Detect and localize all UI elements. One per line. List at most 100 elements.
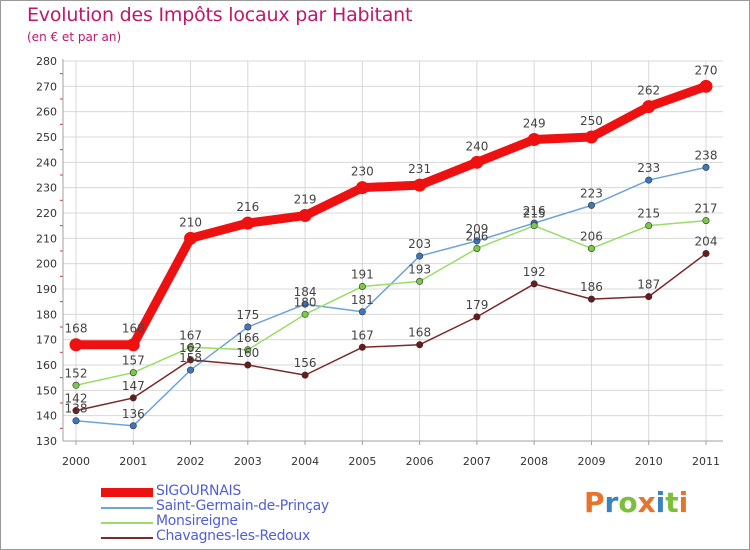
- data-point: [645, 176, 653, 184]
- logo-letter: i: [655, 486, 666, 519]
- data-point: [584, 130, 598, 144]
- y-tick-label: 180: [36, 308, 57, 321]
- legend-label: SIGOURNAIS: [156, 483, 241, 499]
- data-label: 270: [695, 63, 718, 77]
- data-label: 223: [580, 186, 603, 200]
- data-label: 142: [65, 392, 88, 406]
- data-label: 217: [695, 202, 718, 216]
- x-tick-label: 2007: [463, 455, 491, 468]
- data-point: [244, 361, 252, 369]
- logo-letter: t: [665, 486, 679, 519]
- y-tick-label: 270: [36, 80, 57, 93]
- proxiti-logo: Proxiti: [584, 486, 688, 519]
- data-label: 162: [179, 341, 202, 355]
- data-label: 231: [408, 162, 431, 176]
- data-label: 168: [65, 322, 88, 336]
- data-point: [642, 100, 656, 114]
- legend-swatch: [101, 537, 153, 539]
- data-label: 160: [236, 346, 259, 360]
- y-tick-label: 230: [36, 182, 57, 195]
- data-label: 167: [179, 328, 202, 342]
- series-layer: [69, 79, 713, 430]
- y-tick-label: 160: [36, 359, 57, 372]
- legend-label: Chavagnes-les-Redoux: [156, 528, 310, 544]
- data-label: 240: [465, 139, 488, 153]
- data-point: [587, 244, 595, 252]
- data-point: [587, 295, 595, 303]
- data-point: [301, 300, 309, 308]
- data-point: [72, 417, 80, 425]
- data-label: 152: [65, 366, 88, 380]
- data-label: 206: [580, 229, 603, 243]
- x-tick-label: 2002: [177, 455, 205, 468]
- data-label: 138: [65, 402, 88, 416]
- data-label-layer: 138 136 158 175 184 181 203 209 216 223 233 238 152 1…: [65, 63, 718, 420]
- data-point: [416, 277, 424, 285]
- series-sigournais: [69, 79, 713, 352]
- x-tick-label: 2000: [62, 455, 90, 468]
- series-line: [75, 166, 707, 427]
- data-label: 187: [637, 278, 660, 292]
- data-point: [187, 366, 195, 374]
- data-label: 215: [523, 207, 546, 221]
- x-tick-label: 2004: [291, 455, 319, 468]
- data-point: [416, 252, 424, 260]
- y-tick-label: 190: [36, 283, 57, 296]
- data-label: 168: [408, 326, 431, 340]
- data-point: [358, 282, 366, 290]
- data-point: [699, 79, 713, 93]
- data-label: 230: [351, 165, 374, 179]
- x-tick-label: 2009: [577, 455, 605, 468]
- data-point: [187, 343, 195, 351]
- y-tick-label: 240: [36, 156, 57, 169]
- x-tick-label: 2001: [119, 455, 147, 468]
- data-label: 216: [523, 204, 546, 218]
- data-point: [702, 250, 710, 258]
- data-point: [645, 222, 653, 230]
- legend-swatch: [101, 488, 153, 497]
- x-tick-label: 2011: [692, 455, 720, 468]
- data-label: 192: [523, 265, 546, 279]
- y-tick-label: 220: [36, 207, 57, 220]
- data-point: [530, 280, 538, 288]
- data-label: 136: [122, 407, 145, 421]
- data-point: [244, 346, 252, 354]
- data-label: 181: [351, 293, 374, 307]
- logo-letter: i: [678, 486, 689, 519]
- data-point: [355, 181, 369, 195]
- x-tick-label: 2005: [348, 455, 376, 468]
- data-label: 157: [122, 354, 145, 368]
- y-tick-label: 140: [36, 410, 57, 423]
- data-label: 193: [408, 262, 431, 276]
- data-label: 238: [695, 148, 718, 162]
- data-point: [126, 338, 140, 352]
- data-point: [301, 310, 309, 318]
- data-point: [530, 222, 538, 230]
- series-line: [75, 252, 707, 412]
- data-point: [416, 341, 424, 349]
- data-point: [527, 133, 541, 147]
- data-point: [184, 231, 198, 245]
- logo-letter: x: [637, 486, 656, 519]
- data-label: 216: [236, 200, 259, 214]
- data-label: 210: [179, 215, 202, 229]
- data-label: 219: [294, 193, 317, 207]
- x-tick-label: 2006: [406, 455, 434, 468]
- y-tick-label: 170: [36, 334, 57, 347]
- data-point: [298, 209, 312, 223]
- data-point: [473, 313, 481, 321]
- data-point: [301, 371, 309, 379]
- x-tick-label: 2010: [635, 455, 663, 468]
- data-point: [72, 407, 80, 415]
- data-label: 233: [637, 161, 660, 175]
- axis-layer: 130 140 150 160 170 180 190 200 210 220 230 240 250 2…: [36, 55, 723, 468]
- data-label: 175: [236, 308, 259, 322]
- series-chavagnes-les-redoux: [72, 250, 710, 415]
- y-tick-label: 200: [36, 258, 57, 271]
- series-line: [71, 81, 711, 350]
- y-tick-label: 150: [36, 384, 57, 397]
- data-label: 156: [294, 356, 317, 370]
- data-point: [244, 323, 252, 331]
- data-label: 179: [465, 298, 488, 312]
